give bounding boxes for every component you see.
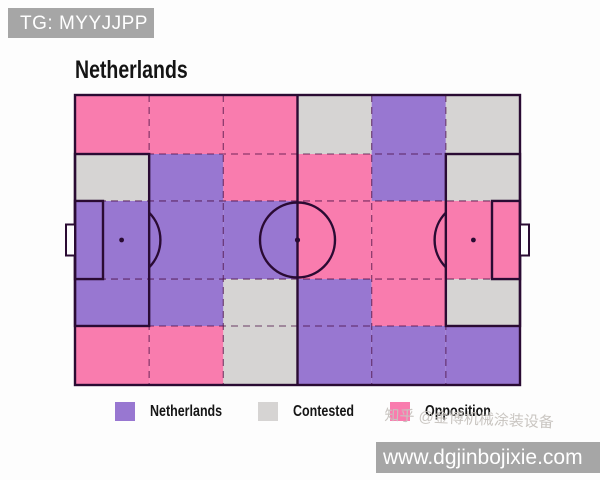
- penalty-arc-left: [148, 211, 162, 269]
- website-watermark-banner: www.dgjinbojixie.com: [376, 442, 600, 473]
- zone-cell: [75, 95, 150, 155]
- legend-item-contested: Contested: [258, 402, 371, 421]
- zone-cell: [445, 325, 520, 385]
- zone-cell: [297, 325, 372, 385]
- goal-left: [65, 223, 76, 257]
- contested-color-swatch: [258, 402, 278, 421]
- zone-cell: [223, 95, 298, 155]
- zone-cell: [371, 154, 446, 201]
- zone-cell: [223, 325, 298, 385]
- zone-cell: [445, 279, 520, 326]
- zone-cell: [371, 279, 446, 326]
- penalty-arc-right: [433, 211, 447, 269]
- zone-cell: [445, 200, 520, 280]
- zone-cell: [445, 154, 520, 201]
- center-circle: [258, 201, 337, 279]
- center-spot: [294, 237, 301, 243]
- zone-cell: [223, 279, 298, 326]
- zone-cell: [75, 200, 150, 280]
- zone-cell: [149, 154, 224, 201]
- zone-cell: [223, 154, 298, 201]
- zone-cell: [149, 325, 224, 385]
- goal-right: [519, 223, 530, 257]
- zone-cell: [297, 95, 372, 155]
- zone-cell: [75, 279, 150, 326]
- zone-cell: [149, 279, 224, 326]
- legend-label-contested: Contested: [293, 402, 355, 420]
- zone-cell: [371, 325, 446, 385]
- zone-cell: [75, 154, 150, 201]
- legend-item-netherlands: Netherlands: [115, 402, 242, 421]
- telegram-badge: TG: MYYJJPP: [8, 8, 154, 38]
- zone-cell: [297, 279, 372, 326]
- zone-cell: [445, 95, 520, 155]
- legend-label-opposition: Opposition: [425, 402, 491, 420]
- legend-item-opposition: Opposition: [390, 402, 509, 421]
- legend-label-netherlands: Netherlands: [150, 402, 223, 420]
- zone-cell: [149, 95, 224, 155]
- zone-cell: [371, 95, 446, 155]
- zone-cell: [297, 154, 372, 201]
- netherlands-color-swatch: [115, 402, 135, 421]
- zone-cell: [75, 325, 150, 385]
- page-title: Netherlands: [75, 56, 188, 84]
- penalty-spot-right: [471, 237, 476, 243]
- opposition-color-swatch: [390, 402, 410, 421]
- penalty-spot-left: [119, 237, 124, 243]
